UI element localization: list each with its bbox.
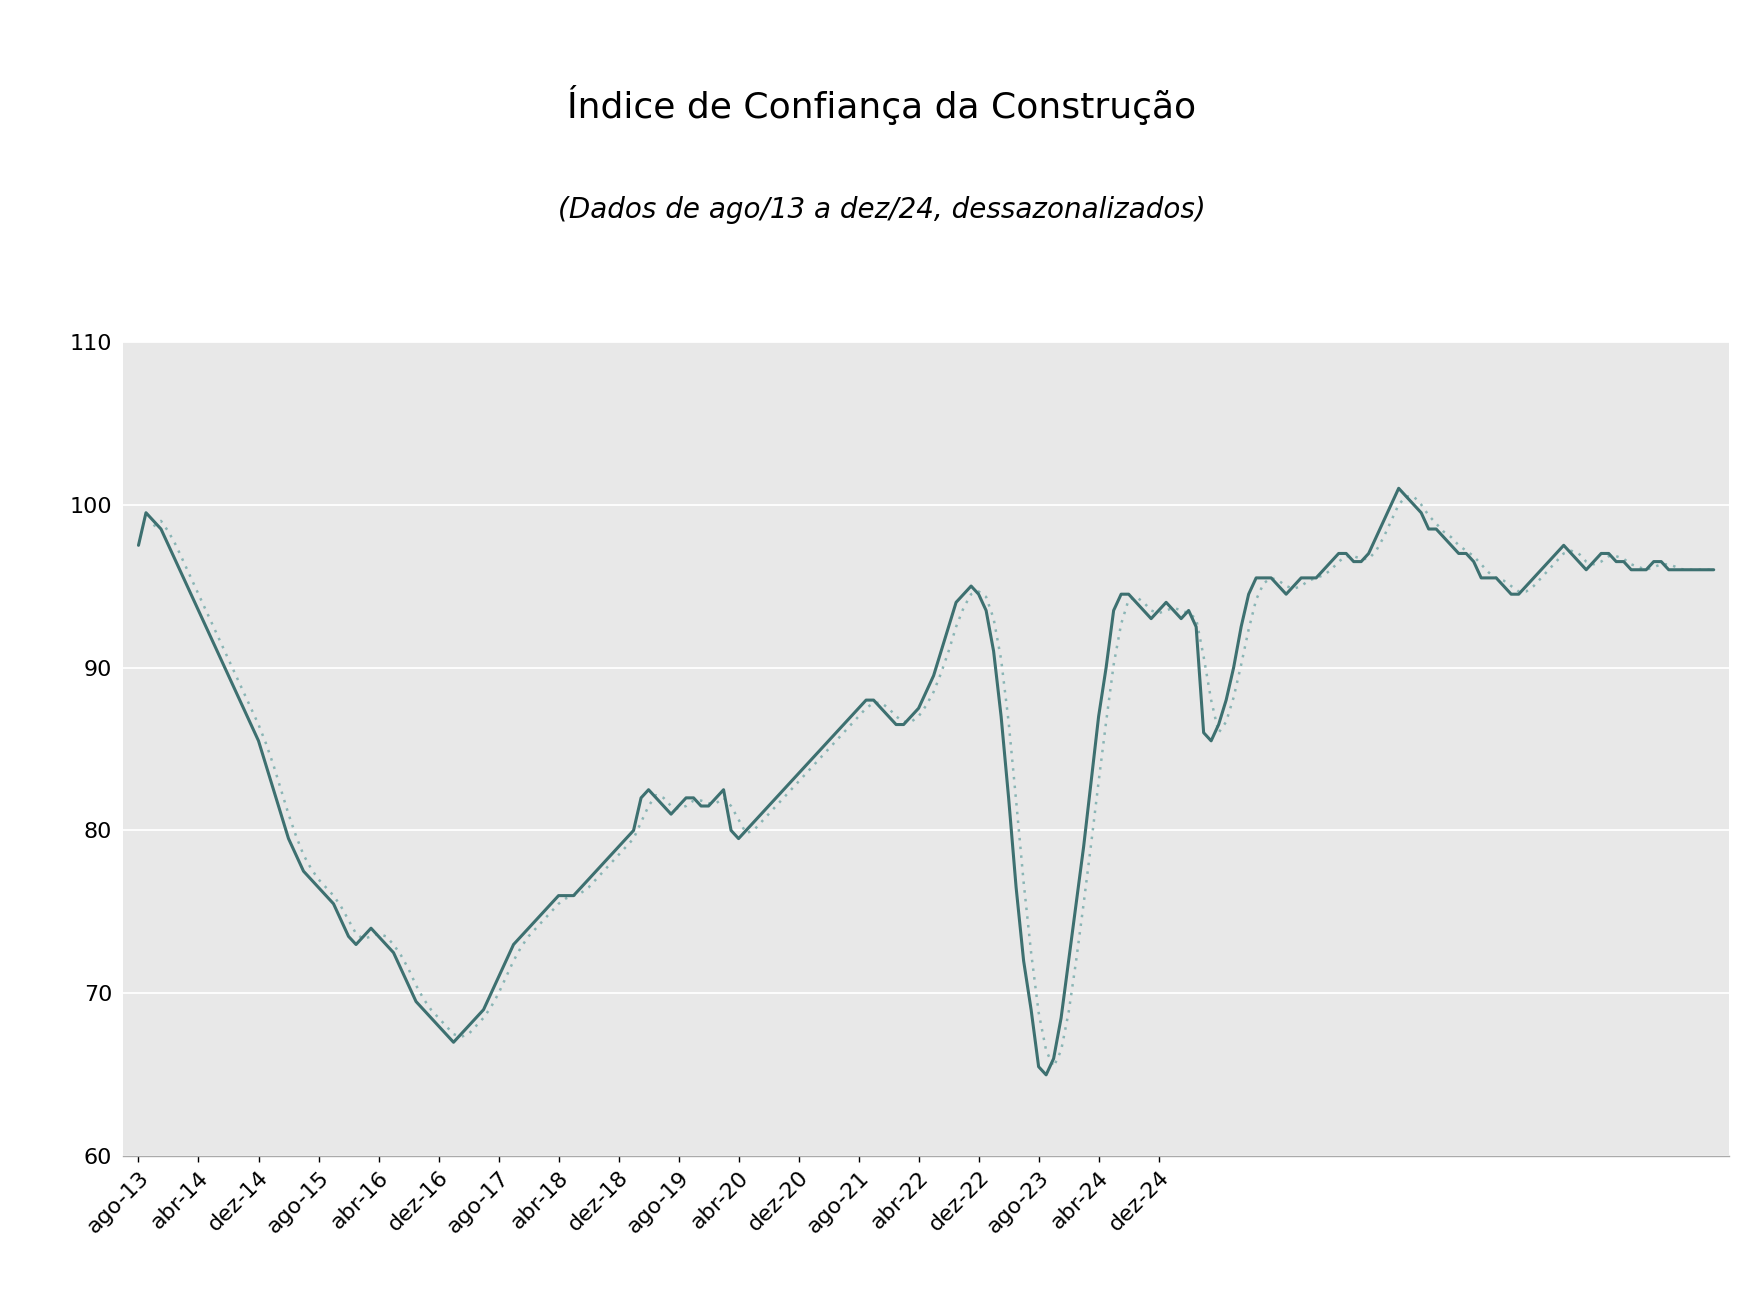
Text: (Dados de ago/13 a dez/24, dessazonalizados): (Dados de ago/13 a dez/24, dessazonaliza…: [557, 196, 1207, 225]
Text: Índice de Confiança da Construção: Índice de Confiança da Construção: [568, 85, 1196, 125]
